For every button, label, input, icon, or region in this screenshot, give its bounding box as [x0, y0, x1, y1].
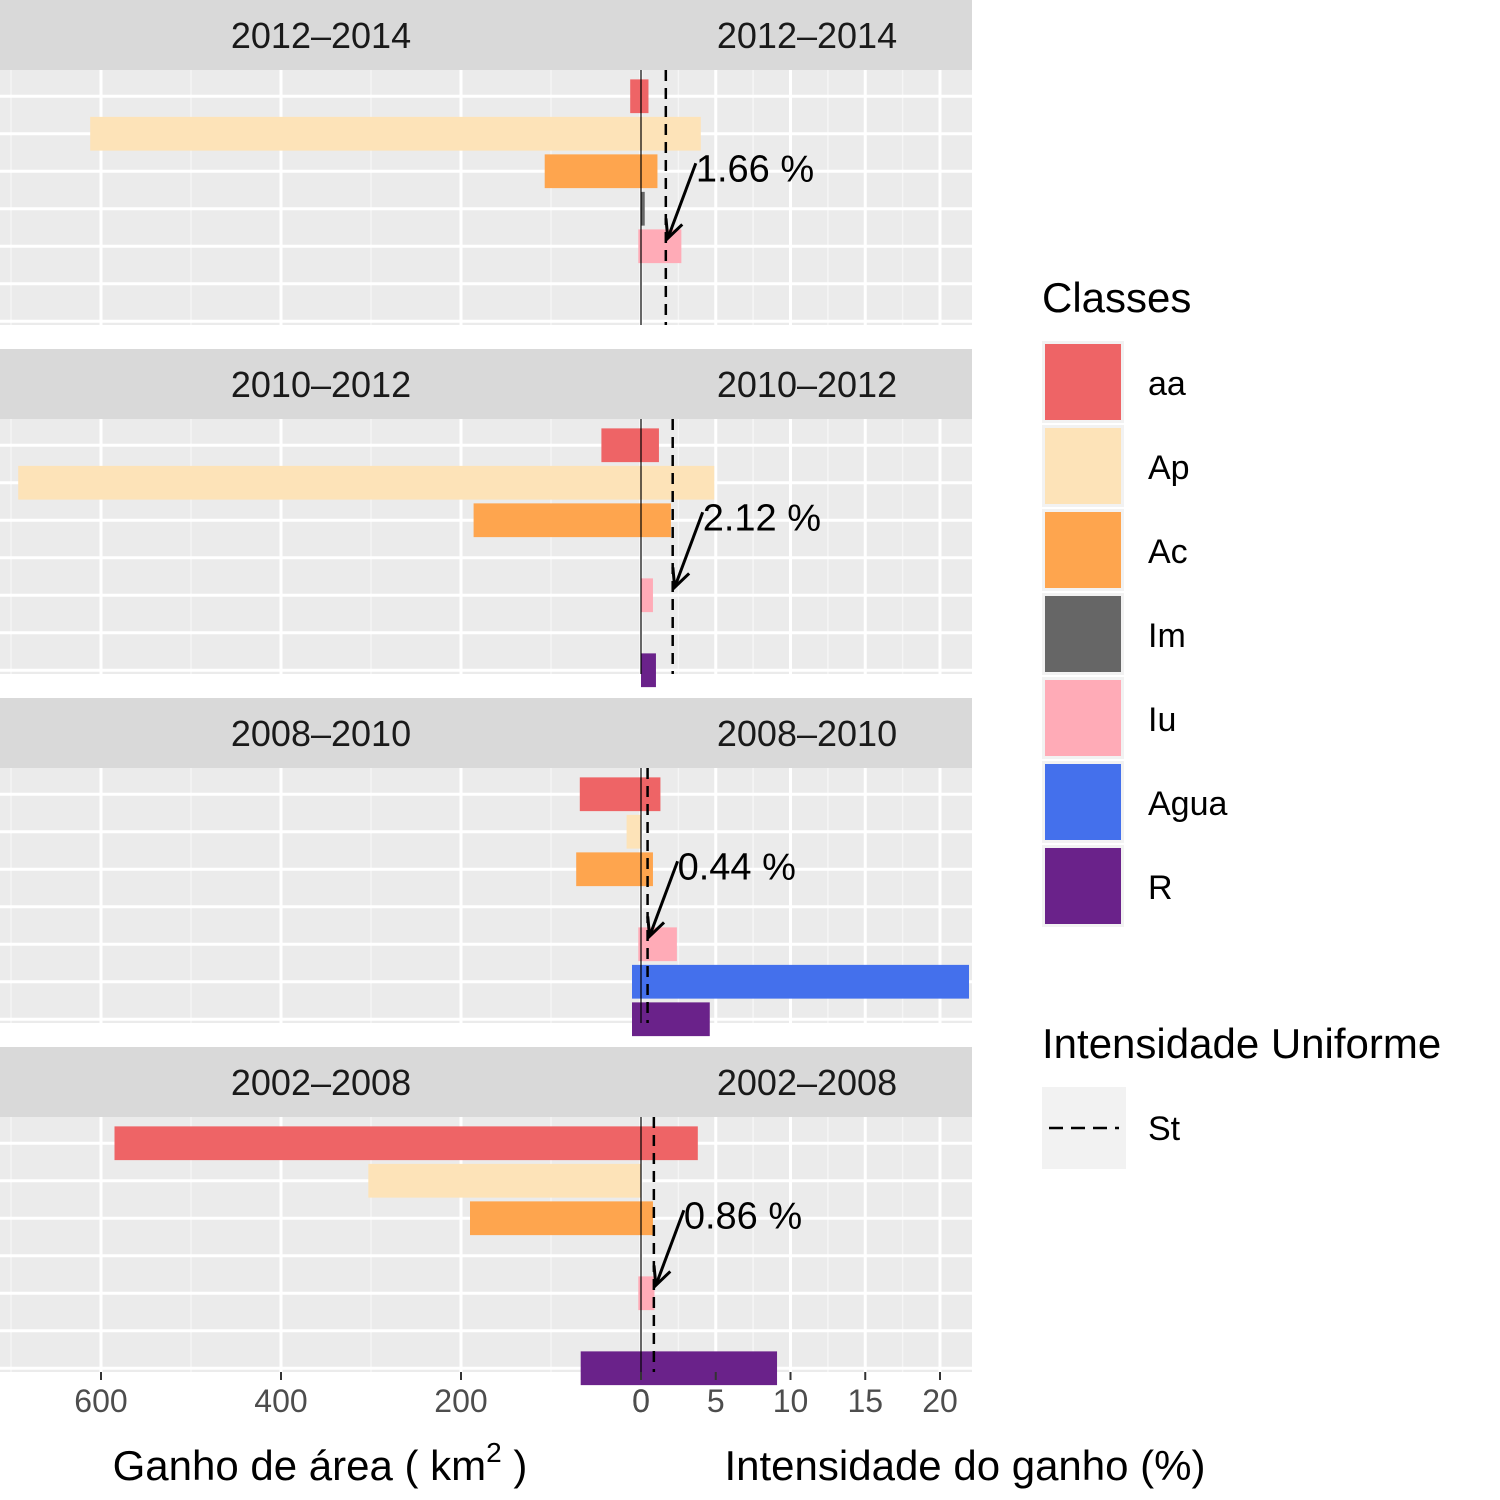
bar-area-Ac	[470, 1201, 641, 1236]
legend-label-R: R	[1148, 869, 1173, 907]
panel-3: 2002–2008 2002–2008 0.86 %	[0, 1047, 972, 1386]
plot-background	[0, 419, 972, 674]
strip-label-left: 2012–2014	[231, 15, 411, 56]
annotation-arrow	[648, 860, 679, 937]
bar-intensity-aa	[641, 777, 661, 812]
bar-intensity-Ap	[641, 465, 715, 500]
bar-intensity-R	[641, 1002, 710, 1037]
x-tick-label-right: 0	[632, 1383, 650, 1419]
bar-intensity-aa	[641, 1126, 698, 1161]
bar-area-Ap	[368, 1163, 641, 1198]
annotation-arrowhead	[671, 567, 691, 591]
legend-label-Im: Im	[1148, 617, 1186, 655]
bar-intensity-Im	[641, 191, 645, 226]
bar-intensity-Iu	[641, 578, 653, 613]
bar-intensity-Agua	[641, 964, 969, 999]
legend-swatch-aa	[1045, 344, 1121, 420]
plot-background	[0, 70, 972, 325]
legend-label-aa: aa	[1148, 365, 1186, 403]
bar-area-Ap	[90, 116, 641, 151]
bar-area-Iu	[638, 1276, 641, 1311]
strip-background	[0, 698, 972, 768]
bar-area-aa	[601, 428, 641, 463]
strip-background	[0, 1047, 972, 1117]
legend-label-Agua: Agua	[1148, 785, 1227, 823]
strip-background	[0, 349, 972, 419]
bar-area-aa	[579, 777, 641, 812]
panel-1: 2010–2012 2010–2012 2.12 %	[0, 349, 972, 688]
x-tick-label-right: 10	[773, 1383, 809, 1419]
strip-label-right: 2008–2010	[717, 713, 897, 754]
bar-area-aa	[630, 79, 641, 114]
legend-label-Ac: Ac	[1148, 533, 1188, 571]
annotation-arrowhead	[664, 218, 684, 242]
x-tick-label-left: 0	[632, 1383, 650, 1419]
strip-label-left: 2010–2012	[231, 364, 411, 405]
annotation-label: 0.86 %	[684, 1195, 802, 1237]
strip-label-right: 2010–2012	[717, 364, 897, 405]
panel-0: 2012–2014 2012–2014 1.66 %	[0, 0, 972, 325]
bar-area-Ap	[626, 814, 641, 849]
legend-label-st: St	[1148, 1110, 1181, 1148]
bar-area-Ac	[576, 852, 641, 887]
x-tick-label-right: 5	[707, 1383, 725, 1419]
bar-area-R	[580, 1351, 641, 1386]
annotation-arrow	[666, 162, 698, 239]
bar-intensity-Ac	[641, 852, 653, 887]
bar-area-Ac	[544, 154, 641, 189]
legend-swatch-Ap	[1045, 428, 1121, 504]
x-tick-label-right: 20	[922, 1383, 958, 1419]
bar-intensity-Ac	[641, 154, 658, 189]
panel-2: 2008–2010 2008–2010 0.44 %	[0, 698, 972, 1037]
annotation-arrow	[673, 511, 705, 588]
legend-swatch-R	[1045, 848, 1121, 924]
annotation-label: 2.12 %	[703, 497, 821, 539]
bar-intensity-Ap	[641, 116, 701, 151]
annotation-label: 1.66 %	[696, 148, 814, 190]
bar-area-R	[632, 1002, 641, 1037]
x-tick-label-left: 400	[254, 1383, 307, 1419]
annotation-arrowhead	[652, 1265, 672, 1289]
bar-intensity-Iu	[641, 229, 682, 264]
bar-area-Ap	[18, 465, 641, 500]
bar-area-Iu	[638, 229, 641, 264]
annotation-arrowhead	[646, 916, 666, 940]
strip-background	[0, 0, 972, 70]
annotation-arrow	[654, 1209, 686, 1286]
annotation-label: 0.44 %	[678, 846, 796, 888]
bar-area-Agua	[632, 964, 641, 999]
x-tick-label-left: 200	[434, 1383, 487, 1419]
legend-label-Ap: Ap	[1148, 449, 1190, 487]
bar-area-Iu	[638, 927, 641, 962]
legend-title-linetype: Intensidade Uniforme	[1042, 1020, 1441, 1067]
bar-intensity-Ac	[641, 503, 671, 538]
legend-label-Iu: Iu	[1148, 701, 1176, 739]
strip-label-right: 2002–2008	[717, 1062, 897, 1103]
legend-swatch-Agua	[1045, 764, 1121, 840]
x-tick-label-left: 600	[74, 1383, 127, 1419]
x-axis-title-left: Ganho de área ( km2 )	[113, 1437, 528, 1489]
bar-intensity-R	[641, 653, 656, 688]
strip-label-right: 2012–2014	[717, 15, 897, 56]
bar-intensity-Iu	[641, 1276, 655, 1311]
x-axis-title-right: Intensidade do ganho (%)	[724, 1442, 1205, 1489]
legend-title-classes: Classes	[1042, 274, 1191, 321]
bar-intensity-Ac	[641, 1201, 653, 1236]
bar-intensity-aa	[641, 79, 649, 114]
bar-area-Ac	[473, 503, 641, 538]
strip-label-left: 2002–2008	[231, 1062, 411, 1103]
legend-swatch-Ac	[1045, 512, 1121, 588]
x-tick-label-right: 15	[847, 1383, 883, 1419]
bar-area-aa	[114, 1126, 641, 1161]
legend-swatch-Im	[1045, 596, 1121, 672]
bar-intensity-aa	[641, 428, 659, 463]
strip-label-left: 2008–2010	[231, 713, 411, 754]
legend-swatch-Iu	[1045, 680, 1121, 756]
chart-legend: Classes aa Ap Ac Im Iu Agua R Intensidade Unifor…	[1042, 274, 1441, 1169]
bar-intensity-R	[641, 1351, 778, 1386]
